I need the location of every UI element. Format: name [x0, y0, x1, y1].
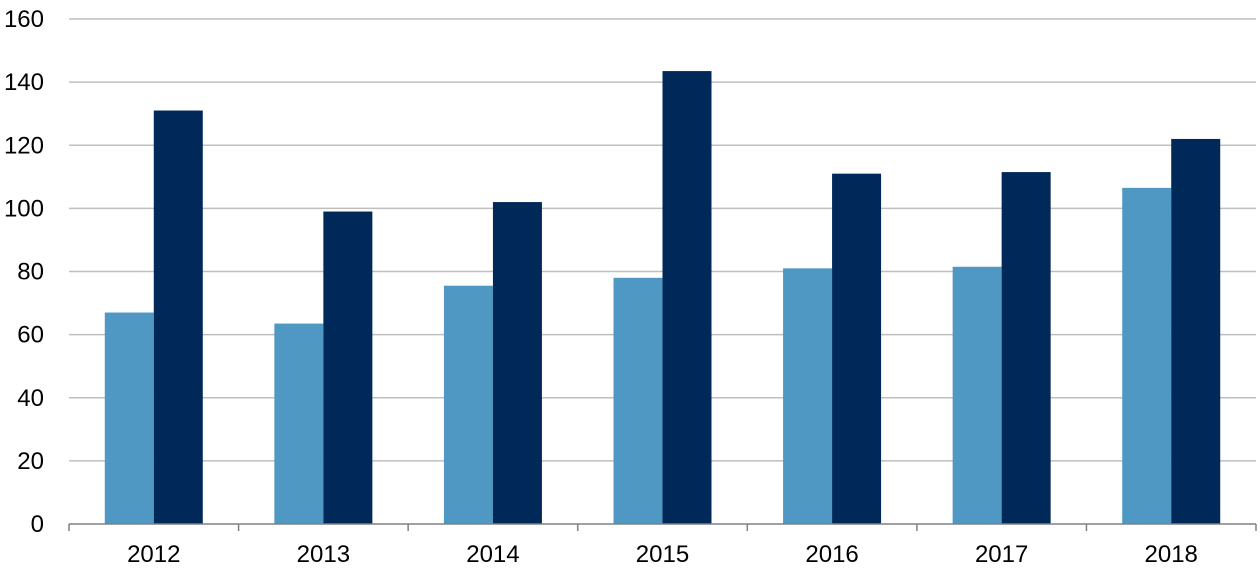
y-tick-label: 100 [4, 195, 44, 222]
bar-2018-series-1 [1122, 187, 1172, 524]
bar-2016-series-2 [832, 173, 882, 524]
bar-2014-series-2 [492, 202, 542, 524]
bar-2013-series-1 [274, 323, 324, 524]
x-tick-label: 2012 [127, 541, 180, 568]
x-tick-label: 2013 [297, 541, 350, 568]
y-tick-label: 60 [17, 322, 44, 349]
bar-2013-series-2 [323, 211, 373, 524]
y-tick-label: 120 [4, 132, 44, 159]
x-tick-label: 2018 [1145, 541, 1198, 568]
x-axis-ticks: 2012 2013 2014 2015 2016 2017 2018 [68, 524, 1257, 568]
bar-2014-series-1 [443, 285, 493, 524]
y-tick-label: 0 [31, 511, 44, 538]
x-tick-label: 2017 [975, 541, 1028, 568]
x-tick-label: 2014 [466, 541, 519, 568]
y-tick-label: 160 [4, 6, 44, 33]
bar-2017-series-2 [1001, 172, 1051, 524]
y-axis-ticks: 0 20 40 60 80 100 120 140 160 [4, 6, 44, 538]
bar-2017-series-1 [952, 266, 1002, 524]
bar-2012-series-2 [153, 110, 203, 524]
bar-2015-series-1 [613, 277, 663, 524]
x-tick-label: 2016 [805, 541, 858, 568]
y-tick-label: 40 [17, 385, 44, 412]
bar-2018-series-2 [1171, 138, 1221, 524]
x-tick-label: 2015 [636, 541, 689, 568]
bar-2015-series-2 [662, 71, 712, 524]
y-tick-label: 80 [17, 259, 44, 286]
bar-2016-series-1 [783, 268, 833, 524]
y-tick-label: 140 [4, 69, 44, 96]
y-tick-label: 20 [17, 448, 44, 475]
bars [104, 71, 1221, 524]
bar-2012-series-1 [104, 312, 154, 524]
